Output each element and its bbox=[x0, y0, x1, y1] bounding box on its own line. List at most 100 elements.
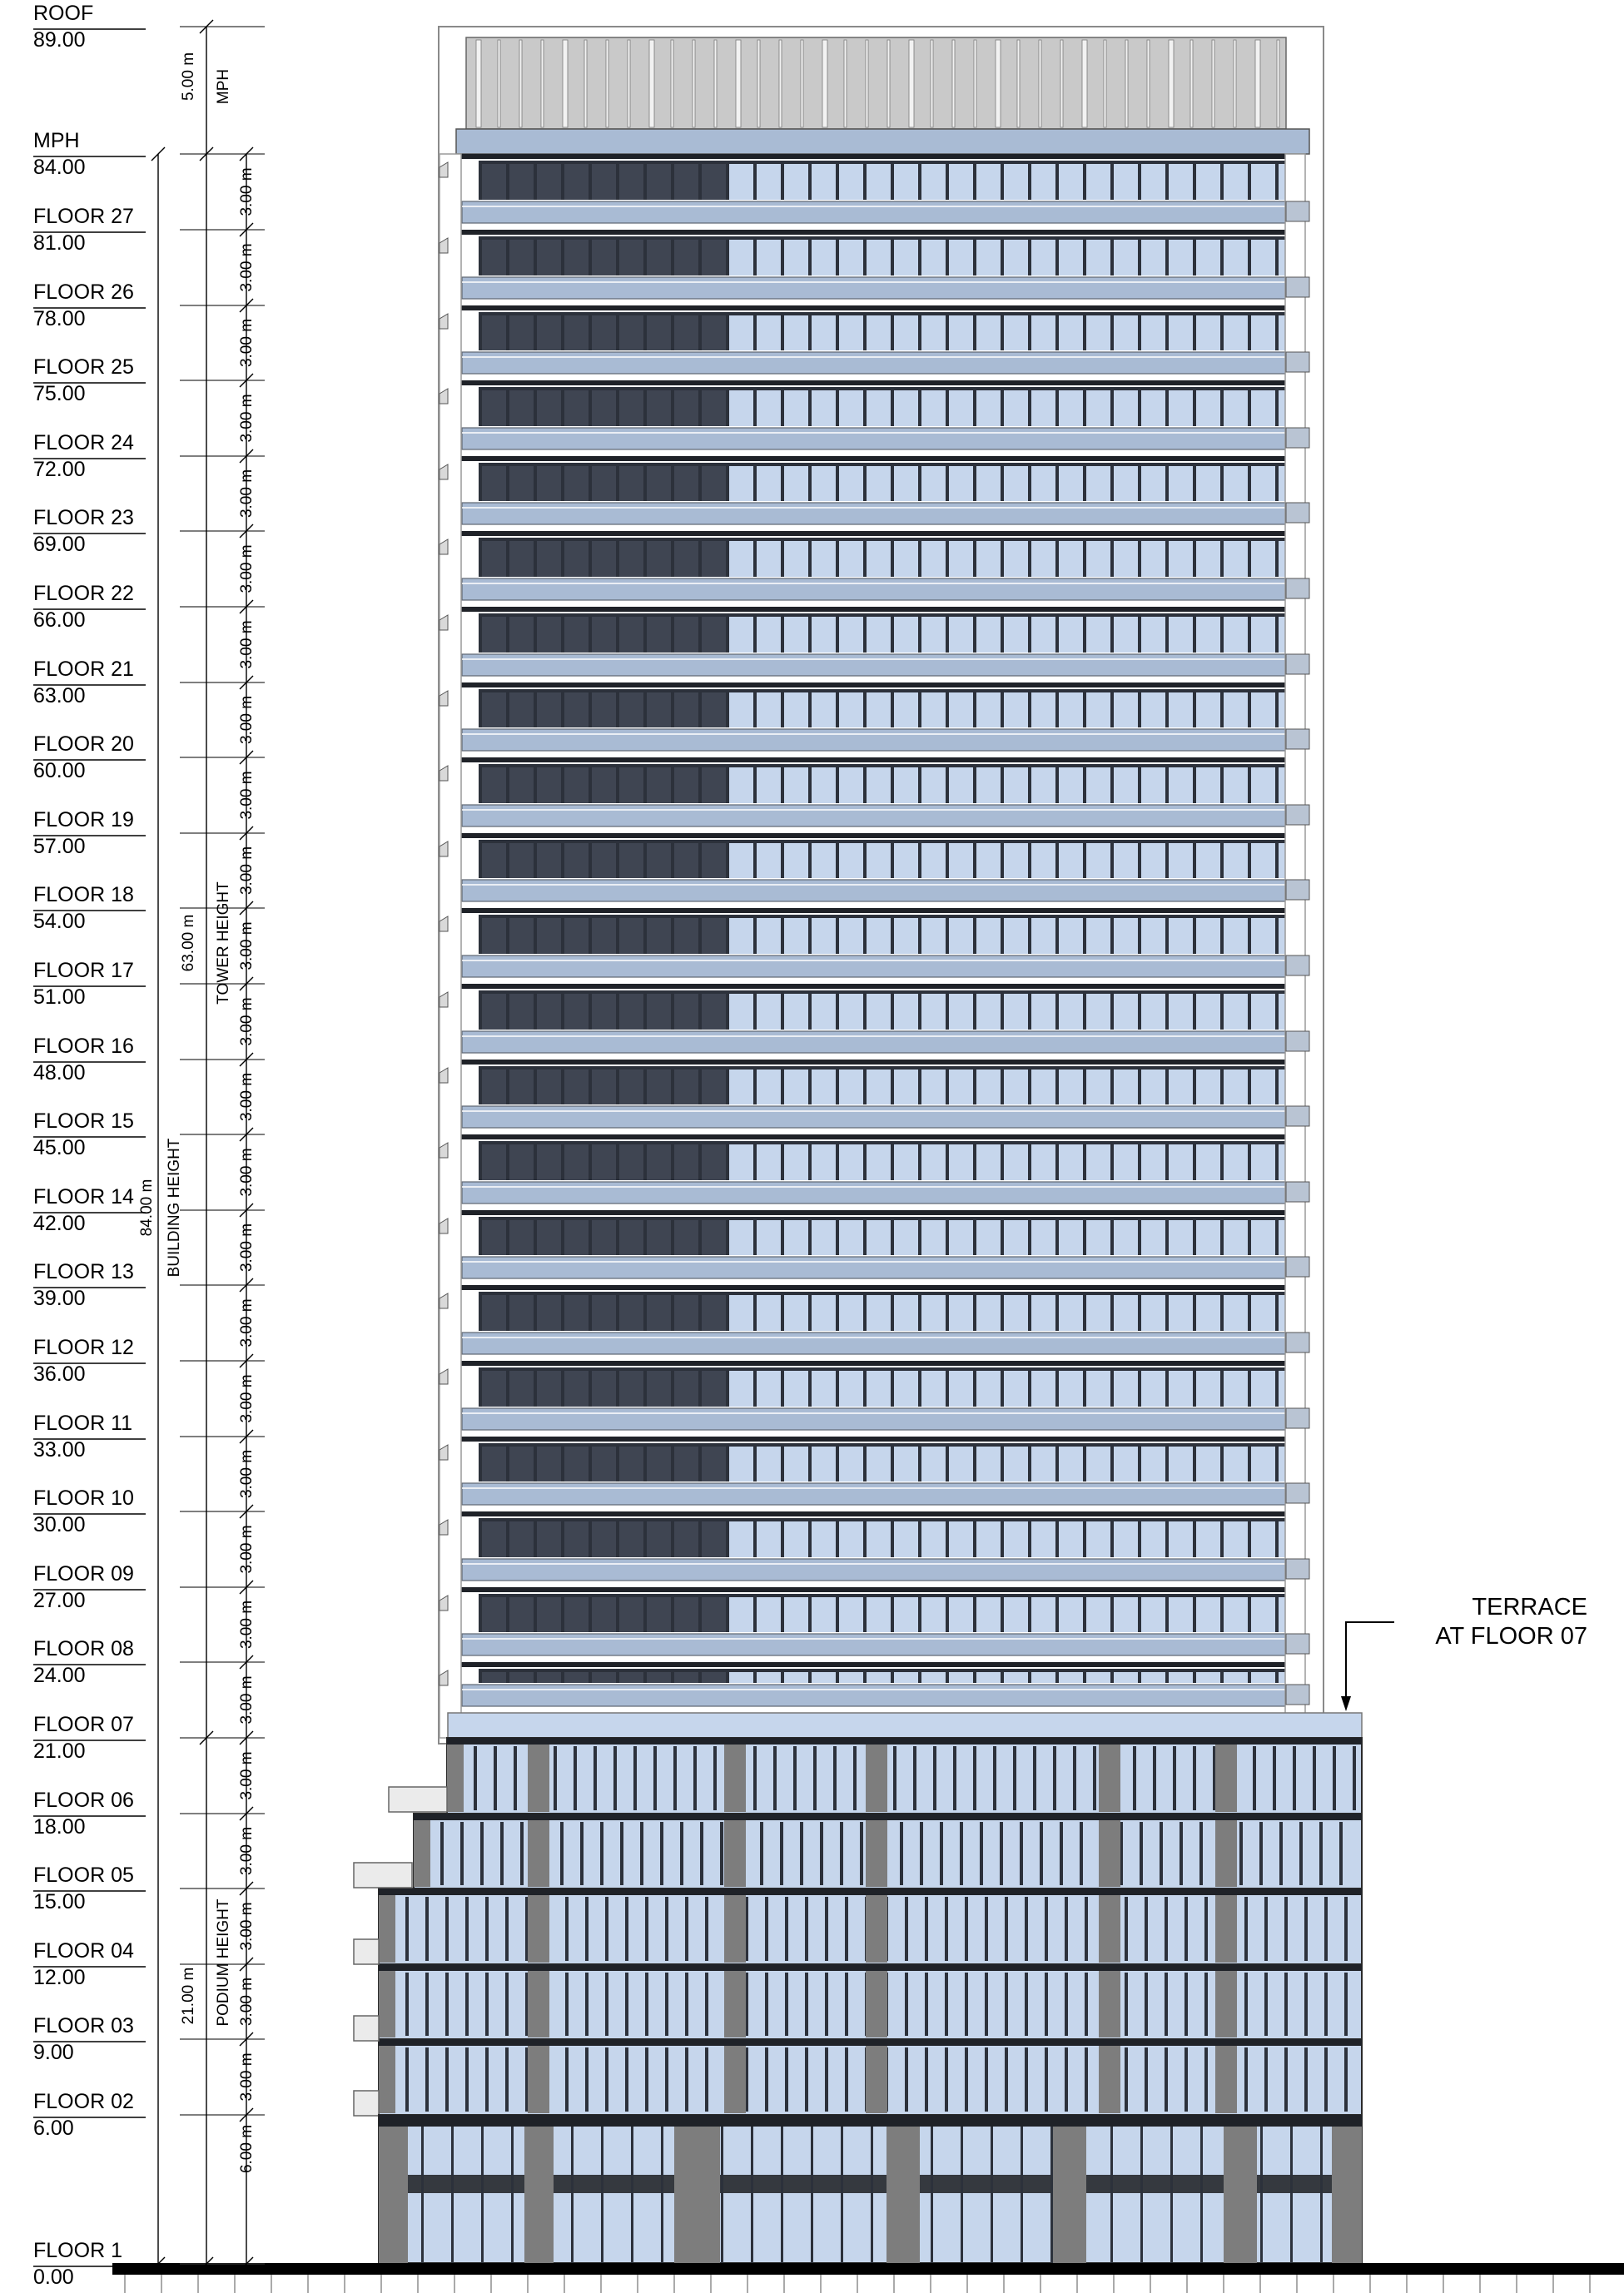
tower-mullion bbox=[1248, 764, 1251, 803]
podium-mullion bbox=[1184, 1973, 1188, 2036]
dimension-tick bbox=[239, 1353, 254, 1368]
tower-mullion bbox=[863, 1594, 867, 1632]
tower-mullion bbox=[1110, 1518, 1114, 1557]
tower-mullion bbox=[671, 840, 674, 878]
podium-mullion bbox=[445, 2047, 449, 2112]
tower-mullion bbox=[1275, 1367, 1279, 1407]
tower-side-tab bbox=[439, 388, 449, 405]
tower-mullion bbox=[753, 1217, 757, 1255]
podium-mullion bbox=[945, 2047, 948, 2112]
dimension-tick bbox=[199, 19, 214, 34]
tower-mullion bbox=[698, 1292, 702, 1331]
tower-mullion bbox=[753, 840, 757, 878]
tower-mullion bbox=[479, 613, 482, 653]
tower-mullion bbox=[863, 1669, 867, 1683]
tower-mullion bbox=[589, 1443, 592, 1482]
tower-mullion bbox=[561, 161, 564, 200]
podium-mullion bbox=[1184, 1897, 1188, 1961]
level-label: FLOOR 15 45.00 bbox=[33, 1109, 146, 1159]
podium-corner-pier bbox=[414, 1820, 430, 1887]
tower-mullion bbox=[1001, 1518, 1004, 1557]
tower-mullion bbox=[1220, 1518, 1224, 1557]
podium-mullion bbox=[745, 2047, 748, 2112]
podium-mullion bbox=[425, 2047, 429, 2112]
podium-mullion bbox=[1284, 2047, 1288, 2112]
tower-mullion bbox=[918, 613, 921, 653]
tower-mullion bbox=[1110, 1443, 1114, 1482]
tower-mullion bbox=[1193, 1066, 1196, 1104]
level-elevation: 27.00 bbox=[33, 1589, 86, 1612]
tower-mullion bbox=[1275, 689, 1279, 727]
podium-mullion bbox=[645, 1897, 648, 1961]
tower-mullion bbox=[863, 538, 867, 577]
tower-mullion bbox=[1001, 613, 1004, 653]
tower-mullion bbox=[863, 840, 867, 878]
tower-mullion bbox=[946, 236, 949, 275]
ground-floor-mullion bbox=[1320, 2127, 1323, 2263]
podium-mullion bbox=[1080, 1822, 1083, 1885]
tower-mullion bbox=[726, 1141, 729, 1180]
level-label: FLOOR 06 18.00 bbox=[33, 1789, 146, 1839]
tower-mullion bbox=[973, 1066, 976, 1104]
tower-mullion bbox=[589, 613, 592, 653]
podium-mullion bbox=[1053, 1746, 1056, 1810]
tower-mullion bbox=[836, 1594, 839, 1632]
level-name: FLOOR 27 bbox=[33, 205, 134, 228]
tower-side-tab bbox=[1285, 1633, 1310, 1655]
tower-mullion bbox=[1083, 1594, 1086, 1632]
podium-mullion bbox=[1045, 1897, 1048, 1961]
tower-mullion bbox=[863, 1367, 867, 1407]
penthouse-fin bbox=[951, 39, 956, 128]
level-label: FLOOR 22 66.00 bbox=[33, 582, 146, 632]
podium-mullion bbox=[925, 2047, 928, 2112]
tower-mullion bbox=[1138, 1217, 1141, 1255]
penthouse-fin bbox=[995, 39, 1001, 128]
tower-mullion bbox=[698, 1066, 702, 1104]
tower-mullion bbox=[726, 689, 729, 727]
tower-balcony-rail bbox=[461, 351, 1287, 375]
tower-mullion bbox=[589, 161, 592, 200]
tower-mullion bbox=[1028, 990, 1031, 1030]
ground-floor-pier bbox=[1332, 2127, 1362, 2263]
tower-mullion bbox=[808, 1443, 812, 1482]
tower-side-tab bbox=[1285, 955, 1310, 976]
tower-mullion bbox=[1028, 538, 1031, 577]
tower-mullion bbox=[1193, 1518, 1196, 1557]
tower-transom bbox=[479, 1669, 1286, 1672]
tower-mullion bbox=[589, 1594, 592, 1632]
podium-corner-pier bbox=[379, 1971, 395, 2037]
level-name: FLOOR 14 bbox=[33, 1185, 134, 1209]
podium-mullion bbox=[1153, 1746, 1156, 1810]
tower-mullion bbox=[616, 463, 619, 501]
penthouse-fin bbox=[713, 39, 718, 128]
tower-mullion bbox=[671, 613, 674, 653]
tower-mullion bbox=[1110, 1594, 1114, 1632]
tower-mullion bbox=[918, 1669, 921, 1683]
tower-mullion bbox=[781, 764, 784, 803]
dimension-tick bbox=[239, 298, 254, 313]
ground-floor-mullion bbox=[961, 2127, 963, 2263]
tower-mullion bbox=[836, 990, 839, 1030]
tower-mullion bbox=[1220, 1217, 1224, 1255]
tower-slab bbox=[440, 1361, 1305, 1366]
penthouse-fin bbox=[692, 39, 696, 128]
tower-mullion bbox=[946, 1292, 949, 1331]
tower-mullion bbox=[534, 538, 537, 577]
tower-mullion bbox=[698, 1518, 702, 1557]
tower-mullion bbox=[698, 236, 702, 275]
tower-mullion bbox=[589, 1669, 592, 1683]
tower-mullion bbox=[1193, 312, 1196, 350]
tower-mullion bbox=[506, 990, 509, 1030]
tower-mullion bbox=[643, 161, 647, 200]
podium-mullion bbox=[580, 1822, 584, 1885]
tower-mullion bbox=[1138, 236, 1141, 275]
tower-mullion bbox=[863, 1217, 867, 1255]
tower-mullion bbox=[781, 915, 784, 954]
podium-pier bbox=[1099, 2046, 1120, 2113]
tower-mullion bbox=[1275, 161, 1279, 200]
tower-mullion bbox=[946, 312, 949, 350]
podium-mullion bbox=[1020, 1822, 1023, 1885]
tower-mullion bbox=[973, 764, 976, 803]
level-label: FLOOR 16 48.00 bbox=[33, 1035, 146, 1084]
